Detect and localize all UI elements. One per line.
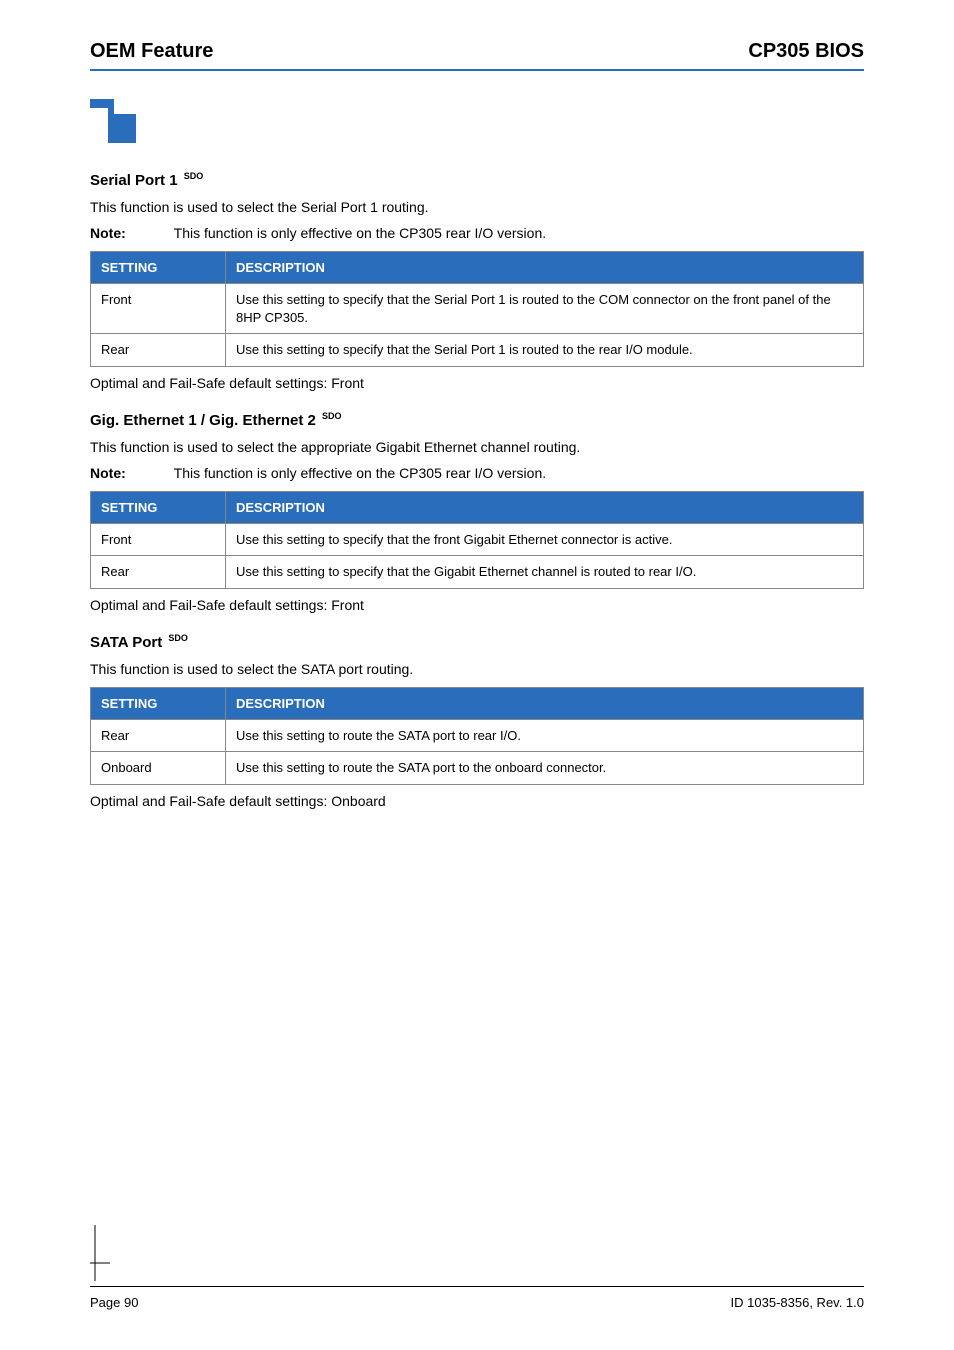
cell-setting: Rear [91,334,226,367]
section-desc: This function is used to select the SATA… [90,661,864,677]
th-setting: SETTING [91,687,226,719]
default-settings: Optimal and Fail-Safe default settings: … [90,597,864,613]
page: OEM Feature CP305 BIOS Serial Port 1 SDO… [0,0,954,1350]
title-sup: SDO [184,171,204,181]
header-left: OEM Feature [90,40,213,63]
default-settings: Optimal and Fail-Safe default settings: … [90,375,864,391]
cell-setting: Onboard [91,752,226,785]
table-row: Onboard Use this setting to route the SA… [91,752,864,785]
title-text: Serial Port 1 [90,172,178,189]
section-title: Serial Port 1 SDO [90,171,864,189]
cell-desc: Use this setting to specify that the Ser… [226,284,864,334]
footer-page-number: Page 90 [90,1295,138,1310]
th-description: DESCRIPTION [226,491,864,523]
title-text: Gig. Ethernet 1 / Gig. Ethernet 2 [90,412,316,429]
section-serial-port-1: Serial Port 1 SDO This function is used … [90,171,864,391]
cell-setting: Front [91,523,226,556]
th-description: DESCRIPTION [226,687,864,719]
note-label: Note: [90,465,170,481]
section-gig-ethernet: Gig. Ethernet 1 / Gig. Ethernet 2 SDO Th… [90,411,864,613]
section-title: SATA Port SDO [90,633,864,651]
default-settings: Optimal and Fail-Safe default settings: … [90,793,864,809]
section-desc: This function is used to select the Seri… [90,199,864,215]
crop-mark-icon [90,1225,110,1286]
section-sata-port: SATA Port SDO This function is used to s… [90,633,864,809]
note-text: This function is only effective on the C… [174,465,546,481]
note-line: Note: This function is only effective on… [90,225,864,241]
settings-table: SETTING DESCRIPTION Front Use this setti… [90,491,864,589]
page-header: OEM Feature CP305 BIOS [90,40,864,71]
cell-desc: Use this setting to route the SATA port … [226,719,864,752]
section-desc: This function is used to select the appr… [90,439,864,455]
th-setting: SETTING [91,252,226,284]
table-row: Rear Use this setting to route the SATA … [91,719,864,752]
settings-table: SETTING DESCRIPTION Front Use this setti… [90,251,864,367]
th-description: DESCRIPTION [226,252,864,284]
cell-desc: Use this setting to specify that the Ser… [226,334,864,367]
header-right: CP305 BIOS [748,40,864,63]
settings-table: SETTING DESCRIPTION Rear Use this settin… [90,687,864,785]
title-sup: SDO [168,633,188,643]
cell-desc: Use this setting to specify that the Gig… [226,556,864,589]
title-text: SATA Port [90,634,162,651]
title-sup: SDO [322,411,342,421]
note-text: This function is only effective on the C… [174,225,546,241]
cell-setting: Front [91,284,226,334]
note-line: Note: This function is only effective on… [90,465,864,481]
section-title: Gig. Ethernet 1 / Gig. Ethernet 2 SDO [90,411,864,429]
page-footer: Page 90 ID 1035-8356, Rev. 1.0 [90,1286,864,1310]
cell-setting: Rear [91,556,226,589]
table-row: Rear Use this setting to specify that th… [91,556,864,589]
brand-logo-icon [90,99,864,143]
cell-desc: Use this setting to route the SATA port … [226,752,864,785]
cell-setting: Rear [91,719,226,752]
th-setting: SETTING [91,491,226,523]
table-row: Front Use this setting to specify that t… [91,523,864,556]
table-row: Rear Use this setting to specify that th… [91,334,864,367]
footer-doc-id: ID 1035-8356, Rev. 1.0 [731,1295,864,1310]
cell-desc: Use this setting to specify that the fro… [226,523,864,556]
table-row: Front Use this setting to specify that t… [91,284,864,334]
note-label: Note: [90,225,170,241]
